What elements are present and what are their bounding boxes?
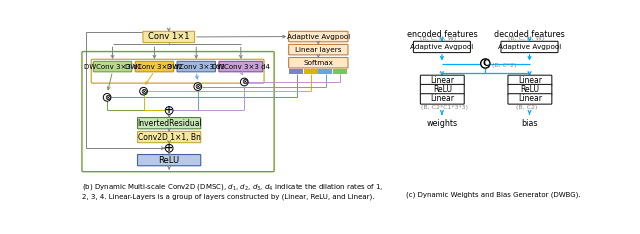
Circle shape bbox=[165, 107, 173, 114]
FancyBboxPatch shape bbox=[420, 94, 464, 104]
FancyBboxPatch shape bbox=[508, 75, 552, 86]
Bar bbox=[333, 69, 347, 73]
Bar bbox=[304, 69, 318, 73]
FancyBboxPatch shape bbox=[138, 117, 201, 129]
FancyBboxPatch shape bbox=[501, 41, 558, 53]
Text: bias: bias bbox=[521, 119, 538, 128]
Text: (b) Dynamic Multi-scale Conv2D (DMSC), $d_1$, $d_2$, $d_3$, $d_4$ indicate the d: (b) Dynamic Multi-scale Conv2D (DMSC), $… bbox=[81, 182, 383, 200]
FancyBboxPatch shape bbox=[93, 61, 132, 72]
FancyBboxPatch shape bbox=[143, 31, 195, 43]
Text: Conv 1×1: Conv 1×1 bbox=[148, 33, 189, 41]
Text: Linear: Linear bbox=[518, 76, 542, 85]
Text: C: C bbox=[482, 59, 488, 68]
FancyBboxPatch shape bbox=[508, 94, 552, 104]
Text: Adaptive Avgpool: Adaptive Avgpool bbox=[498, 44, 561, 50]
Text: (B, C*2): (B, C*2) bbox=[492, 63, 516, 68]
Text: Conv2D 1×1, Bn: Conv2D 1×1, Bn bbox=[138, 132, 200, 142]
Text: DWConv 3×3 d2: DWConv 3×3 d2 bbox=[125, 64, 183, 69]
FancyBboxPatch shape bbox=[289, 58, 348, 68]
FancyBboxPatch shape bbox=[420, 84, 464, 95]
FancyBboxPatch shape bbox=[508, 84, 552, 95]
FancyBboxPatch shape bbox=[420, 75, 464, 86]
Text: (B, C, H, W): (B, C, H, W) bbox=[420, 36, 456, 41]
Text: (B, C2*C1*3*3): (B, C2*C1*3*3) bbox=[421, 105, 468, 110]
Text: DWConv 3×3 d4: DWConv 3×3 d4 bbox=[212, 64, 269, 69]
Text: encoded features: encoded features bbox=[406, 30, 477, 39]
Circle shape bbox=[140, 87, 147, 95]
Text: Adaptive Avgpool: Adaptive Avgpool bbox=[287, 33, 350, 40]
Circle shape bbox=[241, 78, 248, 86]
Text: Adaptive Avgpool: Adaptive Avgpool bbox=[410, 44, 474, 50]
FancyBboxPatch shape bbox=[138, 154, 201, 166]
FancyBboxPatch shape bbox=[219, 61, 263, 72]
Text: (B, C2): (B, C2) bbox=[516, 105, 537, 110]
Text: ReLU: ReLU bbox=[159, 156, 180, 165]
FancyBboxPatch shape bbox=[413, 41, 470, 53]
Circle shape bbox=[103, 94, 111, 101]
FancyBboxPatch shape bbox=[135, 61, 173, 72]
Bar bbox=[318, 69, 332, 73]
Text: +: + bbox=[165, 143, 173, 153]
FancyBboxPatch shape bbox=[138, 132, 201, 143]
Text: weights: weights bbox=[426, 119, 458, 128]
Text: ⊗: ⊗ bbox=[195, 82, 201, 91]
Text: Softmax: Softmax bbox=[303, 60, 333, 66]
Text: ReLU: ReLU bbox=[520, 85, 540, 94]
FancyBboxPatch shape bbox=[177, 61, 216, 72]
Circle shape bbox=[194, 83, 202, 91]
Text: Linear: Linear bbox=[430, 95, 454, 103]
Text: ⊗: ⊗ bbox=[104, 93, 110, 102]
Text: DWConv 3×3 d3: DWConv 3×3 d3 bbox=[167, 64, 225, 69]
Circle shape bbox=[481, 59, 490, 68]
Text: Linear layers: Linear layers bbox=[295, 47, 342, 53]
Text: DWConv 3×3 d1: DWConv 3×3 d1 bbox=[84, 64, 141, 69]
Text: (c) Dynamic Weights and Bias Generator (DWBG).: (c) Dynamic Weights and Bias Generator (… bbox=[406, 191, 580, 198]
Text: ⊗: ⊗ bbox=[140, 87, 147, 96]
Text: +: + bbox=[165, 106, 173, 115]
Text: (B, C, H, W): (B, C, H, W) bbox=[508, 36, 544, 41]
Text: decoded features: decoded features bbox=[494, 30, 565, 39]
Text: InvertedResidual: InvertedResidual bbox=[137, 119, 202, 128]
Text: ⊗: ⊗ bbox=[241, 77, 248, 87]
FancyBboxPatch shape bbox=[289, 31, 348, 42]
Text: ReLU: ReLU bbox=[433, 85, 452, 94]
Text: Linear: Linear bbox=[430, 76, 454, 85]
Circle shape bbox=[165, 144, 173, 152]
FancyBboxPatch shape bbox=[289, 44, 348, 55]
Bar bbox=[289, 69, 303, 73]
Text: Linear: Linear bbox=[518, 95, 542, 103]
